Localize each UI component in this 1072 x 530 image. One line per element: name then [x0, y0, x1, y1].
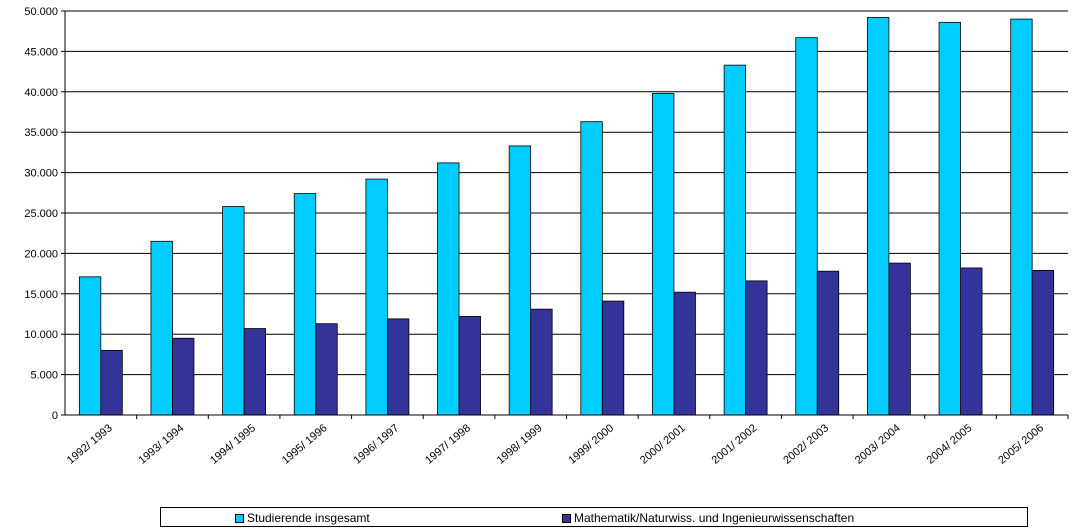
bar-series-2 [960, 267, 983, 416]
x-tick-label: 1992/ 1993 [65, 422, 115, 467]
y-tick-label: 5.000 [30, 370, 58, 382]
bar-series-2 [172, 337, 195, 416]
y-axis-tick-labels: 0 5.000 10.000 15.000 20.000 25.000 30.000 35.0… [24, 6, 65, 422]
x-tick-label: 1994/ 1995 [208, 422, 258, 467]
bar-series-1 [866, 17, 890, 416]
bar-series-1 [580, 121, 603, 416]
legend-item-studierende: Studierende insgesamt [235, 511, 370, 525]
bar-series-1 [78, 276, 102, 416]
bar-series-2 [315, 323, 338, 416]
y-tick-label: 0 [52, 410, 58, 422]
legend-swatch-studierende [235, 513, 244, 523]
y-tick-label: 35.000 [24, 127, 58, 139]
x-tick-label: 1998/ 1999 [495, 422, 545, 467]
y-tick-label: 50.000 [24, 6, 58, 18]
x-tick-label: 1999/ 2000 [566, 422, 616, 467]
bar-series-1 [222, 206, 245, 416]
gridlines [65, 10, 1068, 376]
bar-series-1 [365, 178, 388, 416]
x-tick-label: 2004/ 2005 [925, 422, 975, 467]
x-tick-label: 2003/ 2004 [853, 422, 903, 467]
x-tick-label: 2002/ 2003 [781, 422, 831, 467]
y-tick-label: 45.000 [24, 46, 58, 58]
legend-label-mint: Mathematik/Naturwiss. und Ingenieurwisse… [574, 511, 855, 525]
bar-series-1 [437, 162, 460, 416]
y-tick-label: 40.000 [24, 87, 58, 99]
bar-series-1 [795, 37, 818, 416]
x-tick-label: 2000/ 2001 [638, 422, 688, 467]
bar-series-2 [100, 349, 123, 416]
bar-series-1 [1010, 18, 1033, 416]
x-axis-tick-labels: 1992/ 1993 1993/ 1994 1994/ 1995 1995/ 1996… [65, 415, 1069, 467]
bar-series-1 [150, 240, 173, 416]
legend-label-studierende: Studierende insgesamt [247, 511, 370, 525]
legend-item-mint: Mathematik/Naturwiss. und Ingenieurwisse… [562, 511, 854, 525]
x-tick-label: 1996/ 1997 [351, 422, 401, 467]
bar-series-2 [458, 316, 481, 416]
bar-series-2 [673, 291, 696, 416]
bar-series-2 [243, 328, 267, 416]
legend: Studierende insgesamt Mathematik/Naturwi… [160, 507, 1028, 527]
bar-series-2 [530, 308, 553, 416]
y-tick-label: 15.000 [24, 289, 58, 301]
bar-series-2 [601, 300, 625, 416]
bars [78, 17, 1055, 416]
bar-series-1 [508, 145, 532, 416]
bar-series-1 [652, 93, 675, 416]
x-tick-label: 1997/ 1998 [423, 422, 473, 467]
bar-series-1 [938, 21, 961, 416]
x-tick-label: 2005/ 2006 [996, 422, 1046, 467]
y-tick-label: 20.000 [24, 248, 58, 260]
bar-series-2 [386, 318, 410, 416]
bar-chart: 0 5.000 10.000 15.000 20.000 25.000 30.000 35.0… [24, 6, 1069, 467]
legend-swatch-mint [562, 513, 571, 523]
x-tick-label: 1993/ 1994 [136, 422, 186, 467]
y-tick-label: 10.000 [24, 329, 58, 341]
bar-series-1 [723, 64, 747, 416]
x-tick-label: 2001/ 2002 [710, 422, 760, 467]
y-tick-label: 25.000 [24, 208, 58, 220]
bar-series-1 [293, 193, 317, 416]
bar-series-2 [745, 280, 768, 416]
bar-series-2 [816, 270, 840, 416]
bar-series-2 [1031, 269, 1055, 416]
y-tick-label: 30.000 [24, 168, 58, 180]
bar-series-2 [888, 262, 911, 416]
x-tick-label: 1995/ 1996 [280, 422, 330, 467]
